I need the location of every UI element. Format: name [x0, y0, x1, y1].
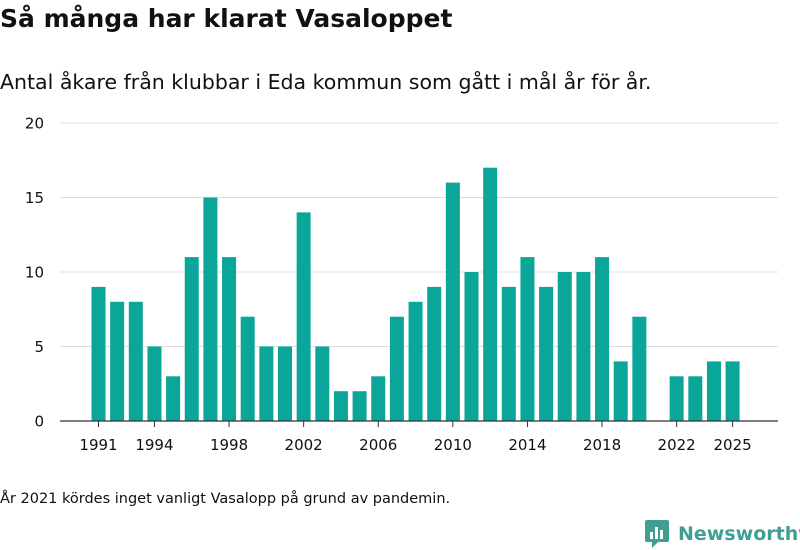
- bars: [91, 167, 740, 421]
- x-tick-label: 2014: [508, 436, 546, 454]
- bar-2006: [371, 376, 386, 421]
- chart-title: Så många har klarat Vasaloppet: [0, 4, 453, 33]
- bar-1999: [240, 316, 255, 421]
- bar-1996: [184, 257, 199, 421]
- bar-1991: [91, 286, 106, 421]
- bar-2003: [315, 346, 330, 421]
- x-tick-label: 1998: [210, 436, 248, 454]
- bar-1998: [222, 257, 237, 421]
- bar-2022: [669, 376, 684, 421]
- x-tick-label: 2002: [285, 436, 323, 454]
- x-axis-ticks: 1991 1994 1998 2002 2006 2010 2014 2018 2022 2025: [79, 421, 752, 454]
- bar-2013: [501, 286, 516, 421]
- bar-2014: [520, 257, 535, 421]
- chart-subtitle: Antal åkare från klubbar i Eda kommun so…: [0, 70, 652, 94]
- bar-chart: 0 5 10 15 20 1991 1994 1998 2002 2006 2010 2014 201…: [25, 115, 778, 454]
- bar-1994: [147, 346, 162, 421]
- bar-2004: [333, 391, 348, 421]
- y-tick-label: 0: [34, 413, 44, 431]
- bar-2005: [352, 391, 367, 421]
- bar-2016: [557, 272, 572, 421]
- bar-2018: [595, 257, 610, 421]
- bar-2024: [706, 361, 721, 421]
- bar-2007: [389, 316, 404, 421]
- bar-2010: [445, 182, 460, 421]
- bar-2025: [725, 361, 740, 421]
- bar-1995: [166, 376, 181, 421]
- bar-1993: [128, 301, 143, 421]
- bar-2012: [483, 167, 498, 421]
- bar-1992: [110, 301, 125, 421]
- bar-2023: [688, 376, 703, 421]
- y-tick-label: 15: [25, 189, 44, 207]
- bar-2020: [632, 316, 647, 421]
- bar-2000: [259, 346, 274, 421]
- y-axis-ticks: 0 5 10 15 20: [25, 115, 44, 431]
- bar-2001: [278, 346, 292, 421]
- x-tick-label: 2006: [359, 436, 397, 454]
- x-tick-label: 1994: [135, 436, 173, 454]
- bar-1997: [203, 197, 218, 421]
- bar-2008: [408, 301, 423, 421]
- footnote: År 2021 kördes inget vanligt Vasalopp på…: [0, 491, 451, 507]
- x-tick-label: 2025: [714, 436, 752, 454]
- y-tick-label: 20: [25, 115, 44, 133]
- bar-2009: [427, 286, 442, 421]
- y-tick-label: 5: [34, 338, 44, 356]
- x-tick-label: 2018: [583, 436, 621, 454]
- x-tick-label: 2022: [658, 436, 696, 454]
- newsworthy-logo-icon: [645, 520, 669, 548]
- brand-logo: Newsworthy: [644, 519, 800, 549]
- bar-2019: [613, 361, 628, 421]
- x-tick-label: 1991: [79, 436, 117, 454]
- x-tick-label: 2010: [434, 436, 472, 454]
- y-tick-label: 10: [25, 264, 44, 282]
- bar-2015: [539, 286, 554, 421]
- bar-2017: [576, 272, 591, 421]
- brand-name: Newsworthy: [678, 523, 800, 545]
- bar-2002: [296, 212, 311, 421]
- bar-2011: [464, 272, 479, 421]
